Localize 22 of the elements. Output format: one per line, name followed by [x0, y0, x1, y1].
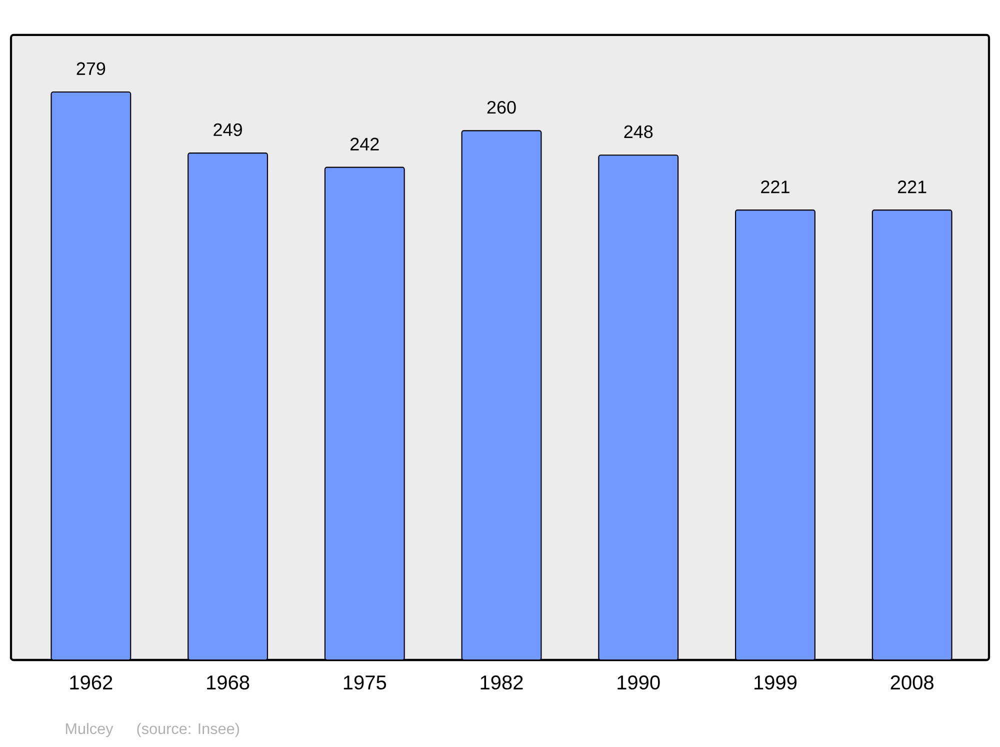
- bar: [598, 154, 679, 660]
- x-tick-label: 1982: [480, 675, 523, 690]
- bar: [324, 166, 405, 660]
- x-tick-label: 1968: [207, 675, 250, 690]
- x-tick-label: 1990: [618, 675, 660, 690]
- bar: [461, 130, 542, 660]
- data-label: 249: [214, 123, 242, 136]
- data-label: 242: [350, 138, 379, 150]
- x-tick-label: 1999: [754, 675, 797, 690]
- bar: [872, 210, 952, 660]
- x-tick-label: 1962: [70, 675, 112, 690]
- x-tick-label: 1975: [344, 675, 386, 690]
- data-label: 221: [761, 180, 790, 194]
- data-label: 248: [624, 125, 653, 138]
- data-label: 279: [76, 62, 106, 76]
- bar: [50, 91, 132, 660]
- x-tick-label: 2008: [890, 675, 934, 690]
- bar: [735, 210, 816, 660]
- text: Mulcey (source: Insee): [66, 722, 239, 738]
- bar: [188, 152, 268, 660]
- data-label: 260: [487, 100, 516, 114]
- data-label: 221: [898, 180, 926, 194]
